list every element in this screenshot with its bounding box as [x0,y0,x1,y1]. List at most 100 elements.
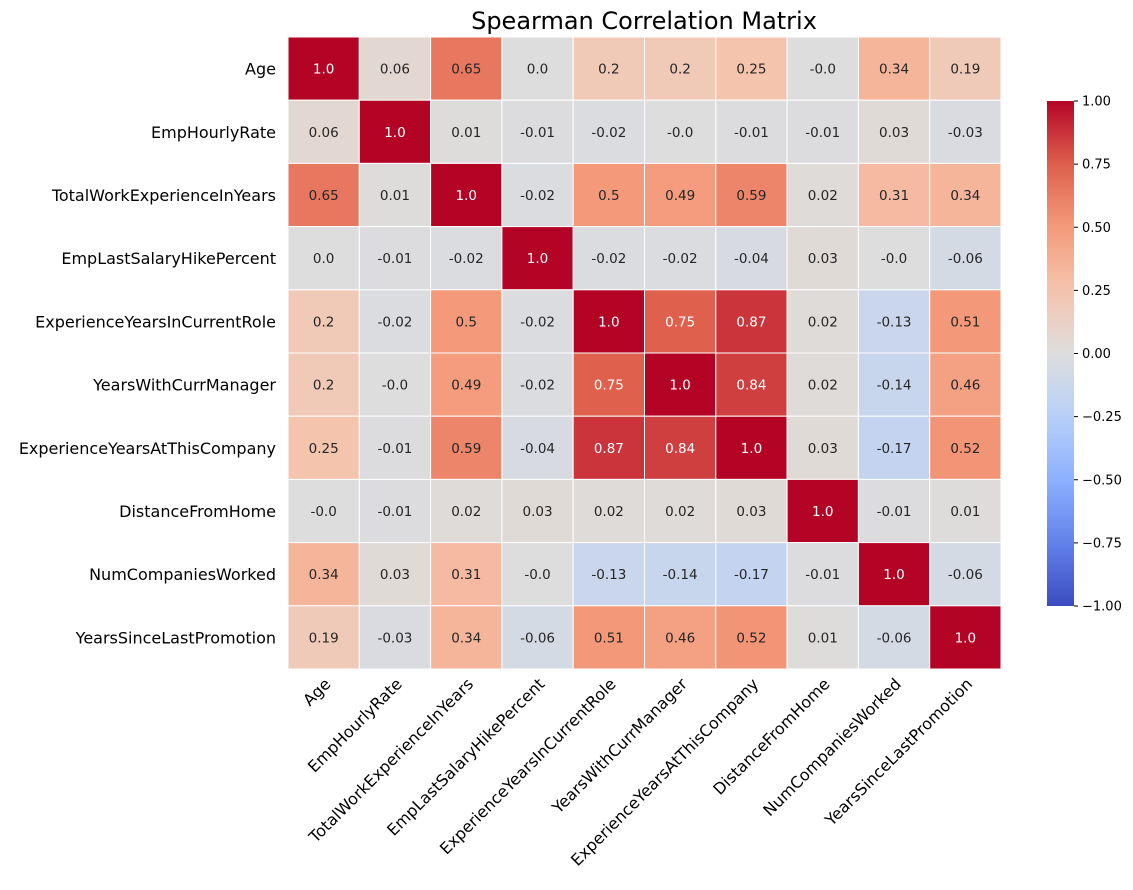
heatmap-cell [929,542,1002,607]
cell-value-label: -0.02 [663,251,698,267]
cell-value-label: 0.52 [736,630,766,646]
cell-value-label: 0.84 [736,378,766,394]
heatmap-cell [786,478,859,544]
cell-value-label: 0.01 [808,630,838,646]
cell-value-label: 0.02 [665,504,695,520]
cell-value-label: -0.0 [881,251,907,267]
cell-value-label: 0.02 [594,504,624,520]
cell-value-label: -0.04 [734,251,769,267]
row-label: DistanceFromHome [119,502,276,521]
cell-value-label: 0.31 [451,567,481,583]
heatmap-cell [644,226,717,291]
cell-value-label: 1.0 [527,251,548,267]
cell-value-label: 1.0 [384,125,405,141]
cell-value-label: 0.25 [309,441,339,457]
cell-value-label: -0.0 [382,378,408,394]
cell-value-label: -0.01 [877,504,912,520]
column-label: NumCompaniesWorked [759,674,905,820]
heatmap-cell [929,605,1002,670]
heatmap-cell [857,605,931,670]
heatmap-cell [929,415,1002,480]
heatmap-cell [430,478,503,544]
colorbar-tick-label: −0.75 [1082,536,1122,551]
cell-value-label: -0.06 [877,630,912,646]
heatmap-cell [430,352,503,417]
cell-value-label: 1.0 [812,504,833,520]
heatmap-cell [501,99,574,164]
colorbar-tick-label: 0.25 [1082,284,1111,299]
heatmap-cell [572,605,646,670]
cell-value-label: -0.02 [520,378,555,394]
colorbar-tick-label: 0.75 [1082,158,1111,173]
heatmap-cell [857,352,931,417]
cell-value-label: 0.02 [451,504,481,520]
cell-value-label: 0.03 [808,251,838,267]
heatmap-cell [786,415,859,480]
heatmap-cells [287,36,1002,670]
heatmap-cell [572,478,646,544]
cell-value-label: 0.75 [594,378,624,394]
row-label: ExperienceYearsAtThisCompany [19,439,276,458]
column-label: DistanceFromHome [709,674,833,798]
heatmap-cell [715,289,788,354]
cell-value-label: -0.01 [377,251,412,267]
heatmap-cell [715,162,788,228]
row-label: YearsSinceLastPromotion [75,628,276,647]
heatmap-cell [857,415,931,480]
heatmap-cell [715,226,788,291]
heatmap-cell [287,226,360,291]
row-label: Age [245,60,276,79]
cell-value-label: 0.52 [950,441,980,457]
row-label: NumCompaniesWorked [89,565,276,584]
cell-value-label: -0.0 [810,62,836,78]
heatmap-cell [929,226,1002,291]
cell-value-label: 0.06 [309,125,339,141]
cell-value-label: 0.49 [451,378,481,394]
cell-value-label: 0.2 [313,314,334,330]
row-label: YearsWithCurrManager [92,376,276,395]
heatmap-cell [358,542,432,607]
cell-value-label: 0.59 [451,441,481,457]
cell-value-label: 0.02 [808,378,838,394]
cell-value-label: 0.34 [879,62,909,78]
cell-value-label: -0.02 [591,251,626,267]
heatmap-cell [358,478,432,544]
row-label: TotalWorkExperienceInYears [51,186,276,205]
heatmap-cell [786,226,859,291]
cell-value-label: 0.31 [879,188,909,204]
cell-value-label: -0.01 [377,441,412,457]
row-label: EmpHourlyRate [151,123,276,142]
cell-value-label: 0.34 [451,630,481,646]
cell-value-label: 0.01 [451,125,481,141]
cell-value-label: -0.13 [591,567,626,583]
heatmap-cell [358,605,432,670]
cell-value-label: 0.84 [665,441,695,457]
cell-value-label: 1.0 [669,378,690,394]
heatmap-cell [644,352,717,417]
heatmap-cell [644,289,717,354]
cell-value-label: 0.03 [808,441,838,457]
cell-value-label: -0.02 [449,251,484,267]
heatmap-cell [430,289,503,354]
heatmap-cell [358,289,432,354]
heatmap-cell [430,36,503,101]
heatmap-cell [572,162,646,228]
cell-value-label: -0.01 [805,567,840,583]
cell-value-label: -0.02 [591,125,626,141]
heatmap-cell [644,415,717,480]
heatmap-cell [358,99,432,164]
cell-value-label: 0.75 [665,314,695,330]
colorbar: −1.00 −0.75 −0.50 −0.25 0.00 0.25 0.50 0.75 1.00 [1047,95,1122,615]
cell-value-label: 0.0 [313,251,334,267]
cell-value-label: 0.87 [736,314,766,330]
heatmap-cell [501,478,574,544]
cell-value-label: 0.19 [950,62,980,78]
cell-value-label: 0.02 [808,188,838,204]
heatmap-cell [287,162,360,228]
cell-value-label: -0.02 [520,314,555,330]
cell-value-label: -0.06 [948,567,983,583]
heatmap-cell [786,289,859,354]
heatmap-cell [857,289,931,354]
column-label: YearsWithCurrManager [548,674,692,818]
